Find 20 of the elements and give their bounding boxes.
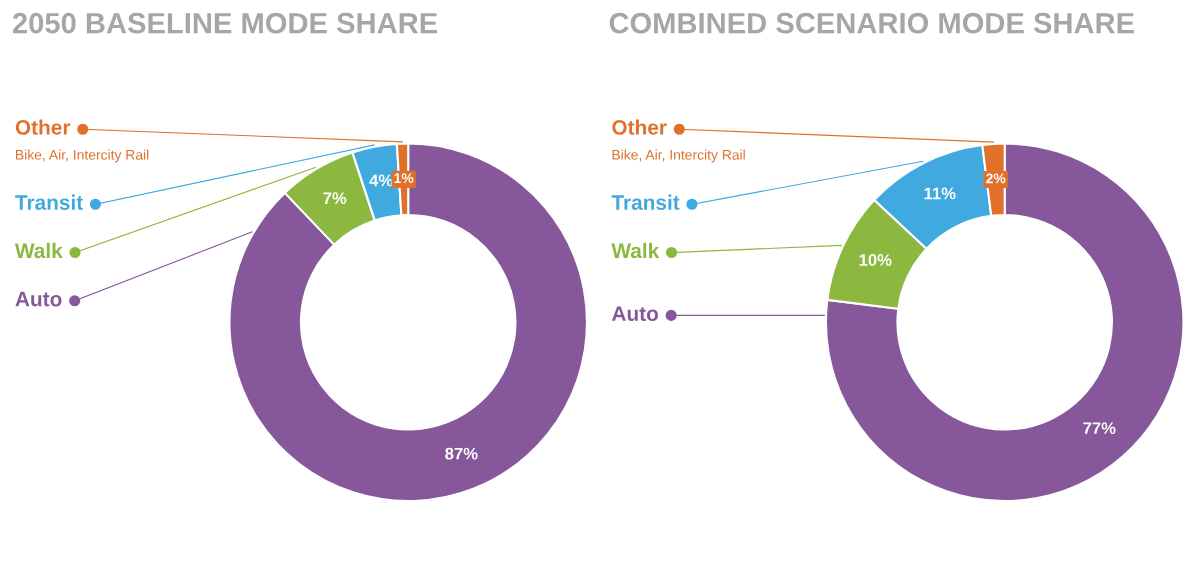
text: Bike, Air, Intercity Rail	[612, 149, 745, 163]
legend-label: Other	[15, 119, 71, 135]
data-label: 87%	[445, 447, 478, 460]
chart-title: COMBINED SCENARIO MODE SHARE	[609, 12, 1134, 34]
data-label: 1%	[394, 173, 414, 184]
data-label: 10%	[859, 254, 892, 266]
legend-label: Other	[612, 119, 667, 135]
data-label: 77%	[1083, 422, 1116, 434]
data-label: 7%	[323, 192, 347, 205]
chart-title: 2050 BASELINE MODE SHARE	[12, 12, 438, 34]
text: Bike, Air, Intercity Rail	[16, 149, 149, 163]
legend-label: Transit	[611, 194, 680, 210]
legend-label: Walk	[14, 242, 63, 259]
data-label: 2%	[986, 173, 1006, 184]
data-label: 4%	[369, 174, 393, 187]
legend-label: Auto	[15, 291, 62, 307]
legend-label: Transit	[15, 194, 83, 210]
legend-label: Walk	[611, 242, 660, 259]
data-label: 11%	[924, 187, 956, 200]
legend-label: Auto	[611, 306, 659, 321]
